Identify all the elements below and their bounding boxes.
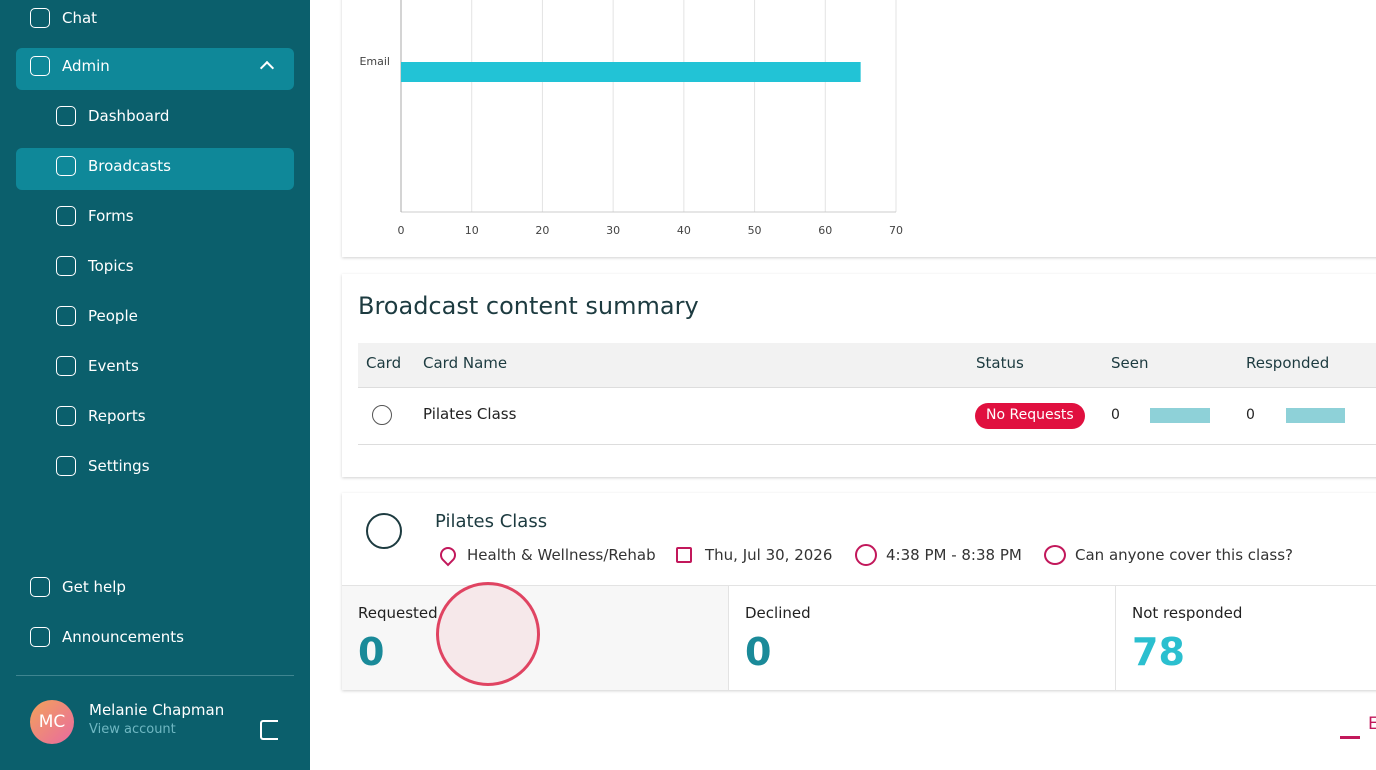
nav-label: People (88, 307, 138, 325)
y-tick-label: Email (359, 55, 390, 68)
table-header (358, 343, 1376, 388)
nav-label: Broadcasts (88, 157, 171, 175)
event-note: Can anyone cover this class? (1075, 546, 1293, 564)
nav-icon (56, 306, 76, 326)
nav-icon (56, 206, 76, 226)
x-tick-label: 70 (889, 224, 903, 237)
nav-label: Settings (88, 457, 150, 475)
separator (16, 675, 294, 676)
active-highlight (16, 148, 294, 190)
date-icon (676, 547, 692, 563)
event-time: 4:38 PM - 8:38 PM (886, 546, 1022, 564)
stat-box[interactable]: Declined 0 (729, 586, 1116, 690)
nav-label: Forms (88, 207, 134, 225)
nav-icon (56, 406, 76, 426)
stat-value: 78 (1132, 630, 1185, 674)
user-name: Melanie Chapman (89, 701, 225, 719)
nav-label: Announcements (62, 628, 184, 646)
nav-icon (56, 356, 76, 376)
nav-icon (30, 627, 50, 647)
x-tick-label: 40 (677, 224, 691, 237)
nav-item[interactable]: Forms (56, 195, 134, 237)
column-header: Card Name (423, 354, 508, 372)
logout-icon[interactable] (260, 720, 278, 740)
seen-count: 0 (1111, 407, 1120, 423)
stat-label: Requested (358, 604, 438, 622)
seen-track (1150, 408, 1210, 423)
nav-label: Chat (62, 9, 98, 27)
x-tick-label: 50 (748, 224, 762, 237)
nav-icon (56, 156, 76, 176)
nav-label: Events (88, 357, 139, 375)
nav-icon (56, 256, 76, 276)
x-tick-label: 20 (535, 224, 549, 237)
export-button[interactable]: E (1368, 714, 1376, 734)
chart: 0 10 20 30 40 50 60 70 Email (359, 0, 903, 237)
stat-box[interactable]: Not responded 78 (1116, 586, 1376, 690)
nav-item[interactable]: Settings (56, 445, 150, 487)
bar (401, 62, 861, 82)
nav-icon (30, 8, 50, 28)
nav-item[interactable]: Announcements (30, 616, 184, 658)
download-icon[interactable] (1340, 714, 1360, 739)
responded-count: 0 (1246, 407, 1255, 423)
time-icon (855, 544, 877, 566)
nav-item[interactable]: Broadcasts (56, 145, 171, 187)
event-title: Pilates Class (435, 511, 548, 532)
nav-label: Reports (88, 407, 146, 425)
summary-title: Broadcast content summary (358, 292, 699, 320)
column-header: Card (366, 354, 402, 372)
x-tick-label: 10 (465, 224, 479, 237)
note-icon (1044, 545, 1066, 565)
view-account[interactable]: View account (89, 722, 176, 737)
status-badge: No Requests (975, 403, 1085, 429)
nav-item[interactable]: Get help (30, 566, 126, 608)
nav-item[interactable]: Events (56, 345, 139, 387)
nav-item[interactable]: Dashboard (56, 95, 169, 137)
stat-value: 0 (358, 630, 385, 674)
click-indicator (436, 582, 540, 686)
sidebar: MC Melanie Chapman View account Chat Admi… (0, 0, 310, 770)
nav-icon (30, 56, 50, 76)
card-icon (372, 405, 392, 425)
nav-item[interactable]: Chat (30, 0, 97, 39)
responded-track (1286, 408, 1345, 423)
nav-icon (30, 577, 50, 597)
event-location: Health & Wellness/Rehab (467, 546, 656, 564)
nav-label: Get help (62, 578, 126, 596)
avatar[interactable]: MC (30, 700, 74, 744)
nav-label: Admin (62, 57, 110, 75)
column-header: Seen (1111, 354, 1149, 372)
event-date: Thu, Jul 30, 2026 (705, 546, 833, 564)
stat-label: Declined (745, 604, 811, 622)
card-name[interactable]: Pilates Class (423, 405, 517, 423)
column-header: Responded (1246, 354, 1330, 372)
x-tick-label: 60 (818, 224, 832, 237)
stat-label: Not responded (1132, 604, 1243, 622)
x-tick-label: 0 (398, 224, 405, 237)
nav-label: Dashboard (88, 107, 170, 125)
nav-item[interactable]: People (56, 295, 138, 337)
x-tick-label: 30 (606, 224, 620, 237)
column-header: Status (976, 354, 1024, 372)
nav-item[interactable]: Admin (30, 45, 110, 87)
divider (342, 585, 1376, 586)
row-border (358, 444, 1376, 445)
nav-label: Topics (88, 257, 134, 275)
chart-card (342, 0, 1376, 257)
admin-highlight (16, 48, 294, 90)
nav-item[interactable]: Topics (56, 245, 134, 287)
nav-icon (56, 456, 76, 476)
event-icon (366, 513, 402, 549)
stat-value: 0 (745, 630, 772, 674)
nav-item[interactable]: Reports (56, 395, 146, 437)
nav-icon (56, 106, 76, 126)
